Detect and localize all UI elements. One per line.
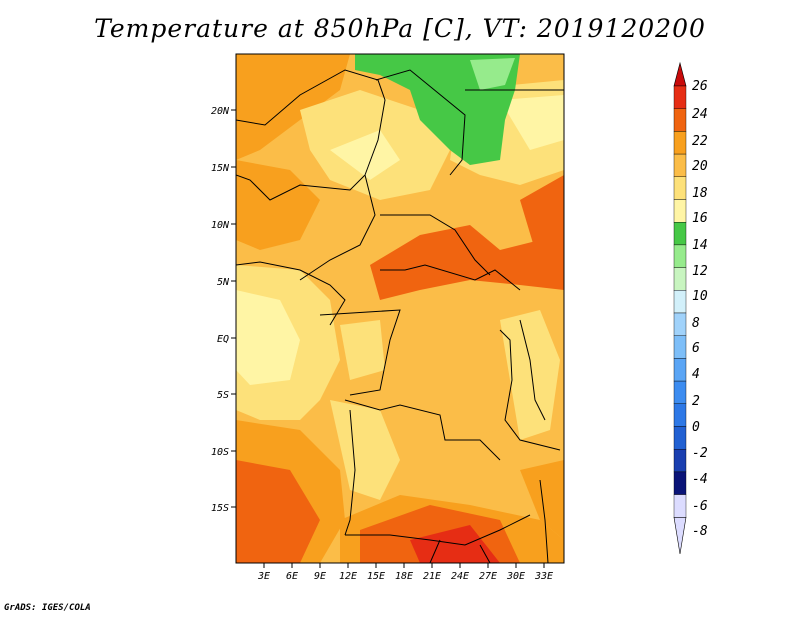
lon-label: 18E (395, 571, 413, 582)
lat-label: 20N (211, 106, 230, 117)
colorbar-label: 0 (692, 420, 700, 435)
colorbar-swatch (673, 199, 687, 223)
colorbar-label: 20 (692, 159, 708, 174)
lon-label: 12E (339, 571, 357, 582)
colorbar-label: 22 (692, 134, 708, 149)
colorbar-swatch (673, 380, 687, 405)
lon-label: 9E (314, 571, 326, 582)
lon-axis: 3E 6E 9E 12E 15E 18E 21E 24E 27E 30E 33E (257, 563, 553, 582)
colorbar-label: -8 (692, 524, 708, 539)
colorbar-swatch (673, 335, 687, 359)
colorbar-top-arrow (673, 61, 687, 87)
colorbar-swatch (673, 290, 687, 314)
colorbar-label: -6 (692, 499, 708, 514)
colorbar-label: 2 (692, 394, 700, 409)
temperature-field (236, 54, 564, 563)
colorbar-swatch (673, 85, 687, 109)
colorbar-label: 14 (692, 238, 708, 253)
map-title: Temperature at 850hPa [C], VT: 201912020… (94, 14, 706, 43)
colorbar-swatch (673, 176, 687, 200)
lon-label: 21E (423, 571, 441, 582)
colorbar-swatch (673, 403, 687, 427)
colorbar-swatch (673, 312, 687, 336)
colorbar-swatch (673, 131, 687, 155)
colorbar-swatch (673, 108, 687, 132)
colorbar-label: 6 (692, 341, 700, 356)
colorbar-label: 26 (692, 79, 708, 94)
colorbar: 26 24 22 20 18 16 14 12 10 8 6 4 2 0 -2 … (673, 61, 708, 555)
colorbar-swatch (673, 471, 687, 495)
colorbar-swatch (673, 494, 687, 518)
colorbar-swatch (673, 221, 687, 246)
colorbar-label: 8 (692, 316, 700, 331)
map-frame (235, 53, 565, 564)
lat-label: 10S (211, 447, 229, 458)
colorbar-label: 18 (692, 186, 708, 201)
colorbar-label: 10 (692, 289, 708, 304)
colorbar-swatch (673, 244, 687, 268)
lat-label: 5N (217, 277, 230, 288)
colorbar-label: 4 (692, 367, 700, 382)
colorbar-swatch (673, 449, 687, 473)
colorbar-label: -2 (692, 446, 708, 461)
colorbar-label: 16 (692, 211, 708, 226)
lon-label: 27E (479, 571, 497, 582)
lon-label: 33E (534, 571, 553, 582)
lat-label: EQ (217, 334, 229, 345)
lat-label: 5S (217, 390, 229, 401)
colorbar-label: -4 (692, 472, 708, 487)
lon-label: 24E (451, 571, 469, 582)
colorbar-swatch (673, 358, 687, 382)
lat-label: 15S (211, 503, 229, 514)
lat-label: 10N (211, 220, 230, 231)
lon-label: 3E (257, 571, 270, 582)
colorbar-swatch (673, 153, 687, 178)
colorbar-swatch (673, 267, 687, 291)
grads-credit: GrADS: IGES/COLA (4, 603, 91, 613)
lon-label: 6E (286, 571, 298, 582)
colorbar-bottom-arrow (673, 516, 687, 555)
lon-label: 30E (506, 571, 525, 582)
colorbar-label: 12 (692, 264, 708, 279)
colorbar-swatch (673, 426, 687, 450)
colorbar-label: 24 (692, 107, 708, 122)
lon-label: 15E (367, 571, 385, 582)
lat-label: 15N (211, 163, 230, 174)
country-borders (236, 69, 564, 563)
lat-axis: 20N 15N 10N 5N EQ 5S 10S 15S (211, 106, 236, 514)
